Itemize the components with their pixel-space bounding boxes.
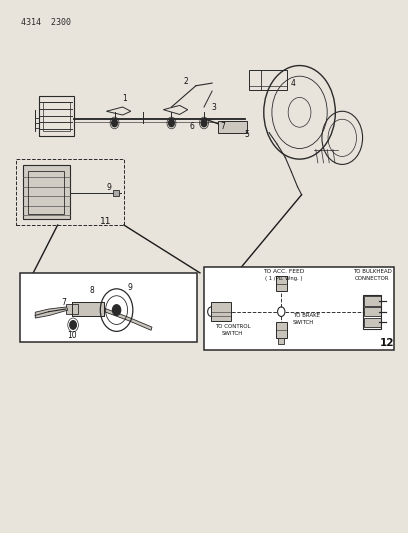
Bar [72, 302, 104, 317]
Bar [43, 102, 70, 131]
Circle shape [201, 119, 207, 127]
Text: TO ACC. FEED: TO ACC. FEED [263, 269, 304, 273]
Text: 3: 3 [212, 102, 217, 111]
Text: 4: 4 [291, 78, 296, 87]
Text: TO BULKHEAD: TO BULKHEAD [353, 269, 392, 273]
Text: 4314  2300: 4314 2300 [21, 18, 71, 27]
Bar [249, 70, 287, 90]
Text: 11: 11 [100, 217, 111, 226]
Bar [364, 296, 381, 306]
Text: TO CONTROL: TO CONTROL [215, 325, 250, 329]
Bar [276, 322, 286, 338]
Polygon shape [35, 307, 68, 318]
Bar [278, 338, 284, 344]
Text: 9: 9 [128, 283, 133, 292]
Bar [113, 190, 119, 196]
Text: SWITCH: SWITCH [293, 320, 314, 325]
Bar [218, 121, 247, 133]
Text: 6: 6 [189, 122, 194, 131]
Bar [20, 273, 197, 342]
Bar [204, 266, 394, 351]
Text: 9: 9 [106, 183, 111, 192]
Text: TO BRAKE: TO BRAKE [293, 313, 319, 318]
Bar [28, 171, 64, 214]
Polygon shape [104, 309, 152, 330]
Text: ( 1 /Pu. Wng. ): ( 1 /Pu. Wng. ) [264, 276, 302, 280]
Bar [364, 318, 381, 327]
Text: 7: 7 [220, 122, 225, 131]
Bar [39, 96, 74, 136]
Text: 8: 8 [90, 286, 95, 295]
Text: 12: 12 [380, 338, 394, 348]
Bar [211, 302, 231, 321]
Text: 2: 2 [183, 77, 188, 86]
Circle shape [113, 305, 121, 316]
Bar [72, 302, 104, 317]
Bar [364, 307, 381, 317]
Text: CONNECTOR: CONNECTOR [355, 276, 390, 280]
Bar [276, 276, 286, 291]
Bar [16, 159, 124, 225]
Circle shape [70, 321, 76, 329]
Bar [66, 304, 78, 314]
Text: 1: 1 [122, 94, 127, 103]
Bar [23, 165, 70, 219]
Bar [363, 295, 381, 329]
Text: 5: 5 [244, 130, 249, 139]
Circle shape [169, 119, 174, 127]
Circle shape [112, 119, 118, 127]
Text: SWITCH: SWITCH [222, 331, 243, 336]
Text: 7: 7 [61, 298, 66, 307]
Text: 10: 10 [67, 331, 77, 340]
